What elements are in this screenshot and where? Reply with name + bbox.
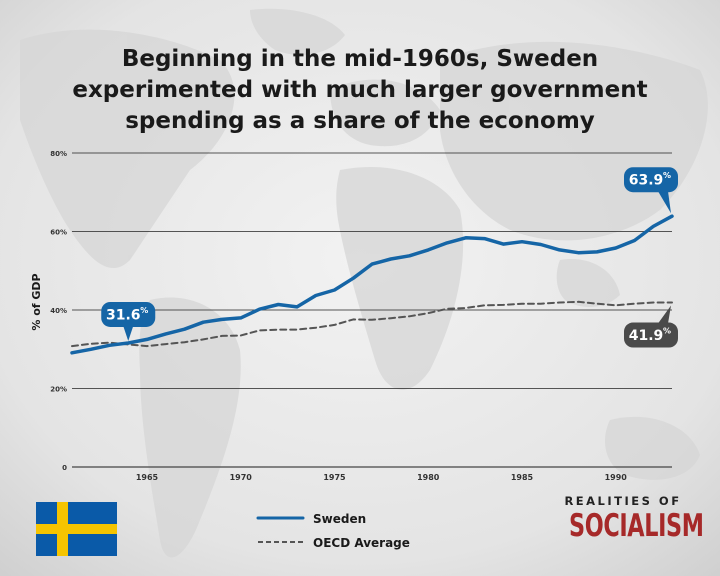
callout-box <box>101 301 156 327</box>
brand-logo-top: REALITIES OF <box>564 494 682 508</box>
callout-box <box>624 322 678 348</box>
x-tick-label: 1975 <box>323 473 346 482</box>
legend-label-sweden: Sweden <box>313 512 366 526</box>
x-tick-label: 1970 <box>230 473 253 482</box>
callout-box <box>624 167 678 193</box>
y-axis-label: % of GDP <box>30 273 43 330</box>
callout-pointer <box>658 191 671 214</box>
legend-item-oecd: OECD Average <box>258 536 410 550</box>
y-tick-label: 0 <box>62 464 67 472</box>
data-label-unit: % <box>663 171 671 180</box>
y-axis-ticks: 0 20% 40% 60% 80% <box>50 150 67 472</box>
y-tick-label: 60% <box>50 229 67 237</box>
data-label: 41.9 <box>629 328 664 344</box>
y-tick-label: 80% <box>50 150 67 158</box>
callouts: 31.6 %63.9 %41.9% <box>101 167 678 348</box>
callout-sweden-1993: 63.9% <box>624 167 678 214</box>
data-label: 63.9 <box>629 173 664 189</box>
x-axis-ticks: 1965 1970 1975 1980 1985 1990 <box>136 473 627 482</box>
legend: Sweden OECD Average <box>256 512 410 550</box>
series-layer <box>70 214 674 355</box>
data-label-unit: % <box>140 306 148 315</box>
x-tick-label: 1980 <box>417 473 440 482</box>
flag-cross-horizontal <box>36 524 117 534</box>
y-tick-label: 40% <box>50 307 67 315</box>
legend-label-oecd: OECD Average <box>313 536 410 550</box>
gridlines <box>72 152 672 468</box>
x-tick-label: 1990 <box>605 473 628 482</box>
x-tick-label: 1965 <box>136 473 159 482</box>
data-label-unit: % <box>663 327 671 336</box>
chart-title: Beginning in the mid-1960s, Sweden exper… <box>72 46 648 134</box>
series-line-sweden <box>70 214 674 355</box>
sweden-flag <box>36 502 117 556</box>
callout-sweden-1964: 31.6% <box>101 301 156 341</box>
x-tick-label: 1985 <box>511 473 534 482</box>
series-line-oecd-average <box>71 300 673 348</box>
brand-logo: REALITIES OF SOCIALISM <box>548 494 704 544</box>
callout-pointer <box>123 325 134 341</box>
legend-item-sweden: Sweden <box>256 512 366 526</box>
brand-logo-main: SOCIALISM <box>569 508 704 544</box>
y-tick-label: 20% <box>50 386 67 394</box>
callout-oecd-1993: 41.9% <box>624 305 678 348</box>
data-label: 31.6 <box>106 307 141 323</box>
callout-pointer <box>658 305 671 324</box>
